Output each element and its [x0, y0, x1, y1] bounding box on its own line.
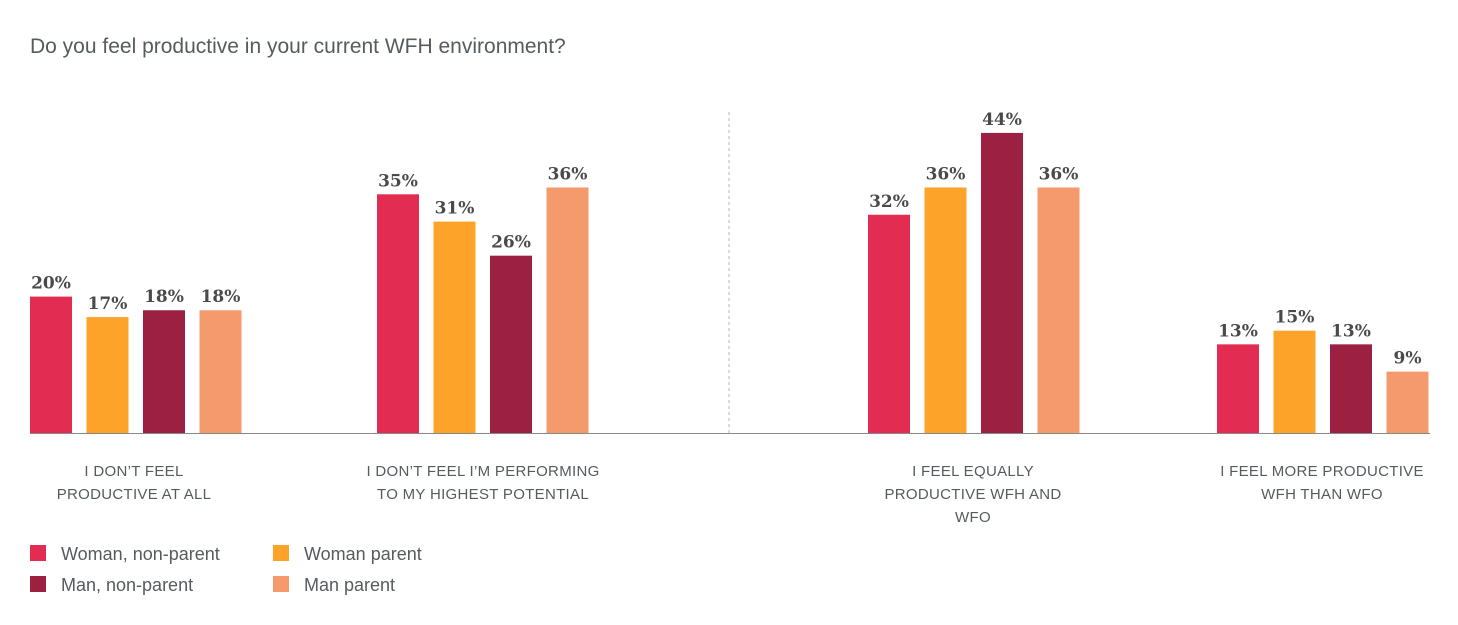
bar-4-1 — [1217, 344, 1259, 433]
category-label-3: WFO — [955, 509, 991, 526]
bars-layer: 20% 35% 32% 13% 17% 31% 36% 15% 18% 26% 44% 13% 18% 3… — [30, 110, 1429, 434]
value-label-2-1: 35% — [378, 171, 418, 191]
bar-4-2 — [1273, 330, 1316, 433]
bar-4-3 — [1330, 344, 1372, 433]
bar-1-1 — [30, 296, 72, 433]
value-label-1-4: 18% — [201, 287, 241, 307]
value-label-1-1: 20% — [31, 274, 71, 294]
value-label-3-1: 32% — [869, 192, 909, 212]
category-label-3: PRODUCTIVE WFH AND — [884, 486, 1061, 503]
bar-2-1 — [377, 194, 419, 433]
legend-swatch-1 — [30, 545, 46, 561]
category-label-1: I DON’T FEEL — [84, 463, 183, 480]
legend-label-4: Man parent — [304, 575, 395, 595]
bar-2-2 — [433, 221, 476, 433]
value-label-3-2: 36% — [926, 164, 966, 184]
bar-2-3 — [490, 255, 532, 433]
category-label-3: I FEEL EQUALLY — [912, 463, 1034, 480]
legend-label-2: Woman parent — [304, 544, 422, 564]
bar-1-2 — [86, 317, 129, 433]
category-label-1: PRODUCTIVE AT ALL — [57, 486, 212, 503]
legend-swatch-4 — [273, 576, 289, 592]
category-label-2: I DON’T FEEL I’M PERFORMING — [366, 463, 599, 480]
legend-swatch-3 — [30, 576, 46, 592]
bar-3-4 — [1037, 187, 1080, 433]
chart-title: Do you feel productive in your current W… — [30, 35, 566, 58]
bar-4-4 — [1386, 371, 1429, 433]
legend-swatch-2 — [273, 545, 289, 561]
bar-1-4 — [199, 310, 242, 433]
value-label-1-3: 18% — [144, 287, 184, 307]
category-label-2: TO MY HIGHEST POTENTIAL — [377, 486, 589, 503]
value-label-4-1: 13% — [1218, 321, 1258, 341]
value-label-3-3: 44% — [982, 110, 1022, 130]
bar-3-3 — [981, 132, 1023, 434]
value-label-3-4: 36% — [1039, 164, 1079, 184]
value-label-1-2: 17% — [88, 294, 128, 314]
bar-2-4 — [546, 187, 589, 433]
category-label-4: WFH THAN WFO — [1261, 486, 1383, 503]
value-label-2-2: 31% — [435, 199, 475, 219]
category-label-4: I FEEL MORE PRODUCTIVE — [1220, 463, 1424, 480]
bar-3-2 — [924, 187, 967, 433]
value-label-4-3: 13% — [1331, 321, 1371, 341]
value-label-4-4: 9% — [1394, 349, 1422, 369]
value-label-2-4: 36% — [548, 164, 588, 184]
legend-label-1: Woman, non-parent — [61, 544, 220, 564]
bar-1-3 — [143, 310, 185, 433]
category-labels: I DON’T FEEL PRODUCTIVE AT ALL I DON’T FEE… — [57, 463, 1424, 526]
value-label-2-3: 26% — [491, 233, 531, 253]
legend: Woman, non-parent Woman parent Man, non-pa… — [30, 544, 422, 595]
value-label-4-2: 15% — [1275, 308, 1315, 328]
bar-3-1 — [868, 214, 910, 433]
legend-label-3: Man, non-parent — [61, 575, 193, 595]
